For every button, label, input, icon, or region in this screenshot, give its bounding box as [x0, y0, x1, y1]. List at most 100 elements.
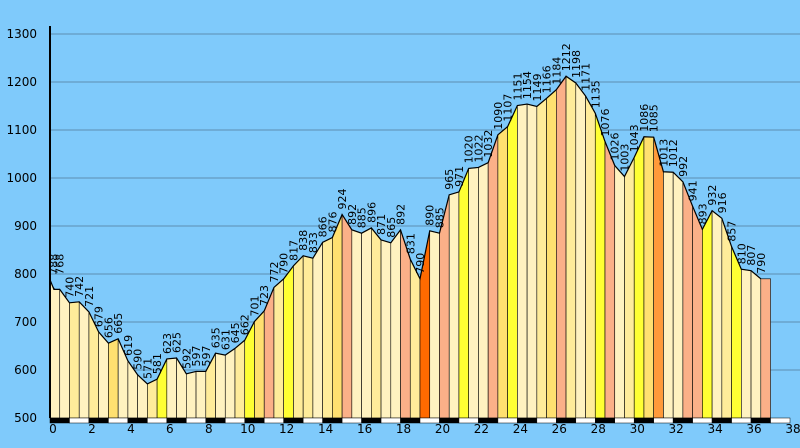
profile-segment: [409, 258, 421, 419]
profile-segment: [49, 279, 61, 419]
data-label: 1151: [511, 73, 524, 101]
profile-segment: [663, 171, 674, 419]
data-labels: 7687887407427216796566656195905715816236…: [48, 43, 768, 379]
profile-segment: [371, 227, 382, 419]
profile-segment: [293, 255, 304, 419]
data-label: 788: [48, 254, 61, 275]
data-label: 656: [102, 317, 115, 338]
data-label: 831: [404, 233, 417, 254]
profile-segment: [361, 227, 372, 419]
profile-segment: [507, 105, 518, 419]
profile-segment: [224, 347, 236, 419]
data-label: 742: [73, 276, 86, 297]
data-label: 885: [356, 207, 369, 228]
profile-segment: [341, 213, 353, 419]
data-label: 1212: [560, 43, 573, 71]
data-label: 838: [297, 230, 310, 251]
data-label: 896: [365, 202, 378, 223]
data-label: 662: [239, 314, 252, 335]
data-label: 1013: [657, 139, 670, 167]
profile-segment: [302, 255, 314, 419]
y-tick-label: 1200: [6, 75, 37, 89]
data-label: 892: [395, 204, 408, 225]
data-label: 871: [375, 214, 388, 235]
data-label: 597: [200, 345, 213, 366]
data-label: 768: [54, 254, 67, 275]
data-label: 1198: [570, 50, 583, 78]
data-label: 1020: [463, 135, 476, 163]
profile-segment: [108, 338, 119, 419]
x-tick-label: 22: [474, 422, 489, 436]
data-label: 857: [726, 221, 739, 242]
profile-segment: [147, 378, 158, 419]
y-tick-label: 700: [14, 315, 37, 329]
profile-segment: [429, 230, 440, 419]
data-label: 645: [229, 322, 242, 343]
data-label: 965: [443, 169, 456, 190]
profile-segment: [653, 137, 664, 419]
y-tick-label: 500: [14, 411, 37, 425]
data-label: 1022: [472, 134, 485, 162]
profile-segment: [672, 171, 684, 419]
profile-segment: [633, 136, 645, 419]
data-label: 625: [171, 332, 184, 353]
data-label: 892: [346, 204, 359, 225]
distance-scale-block: [186, 417, 207, 424]
y-axis-ticks: 500 600 700 800 900 1000 1100 1200 1300: [6, 27, 37, 425]
profile-segment: [536, 97, 547, 419]
profile-segment: [351, 229, 362, 419]
y-tick-label: 1100: [6, 123, 37, 137]
profile-segment: [98, 331, 109, 419]
profile-segment: [721, 218, 732, 419]
x-tick-label: 38: [785, 422, 800, 436]
profile-segment: [390, 228, 401, 419]
y-tick-label: 600: [14, 363, 37, 377]
data-label: 1149: [531, 73, 544, 101]
profile-segment: [78, 301, 90, 419]
data-label: 1184: [550, 57, 563, 85]
data-label: 790: [278, 253, 291, 274]
profile-segment: [604, 141, 616, 419]
x-axis-ticks: 0 2 4 6 8 10 12 14 16 18 20 22 24 26 28 30 32 34 36 38: [49, 422, 800, 436]
data-label: 1166: [541, 65, 554, 93]
profile-segment: [448, 191, 460, 419]
profile-segment: [332, 214, 343, 419]
data-label: 1032: [482, 130, 495, 158]
y-tick-label: 1000: [6, 171, 37, 185]
x-tick-label: 32: [669, 422, 684, 436]
profile-segment: [400, 229, 411, 419]
x-tick-label: 0: [49, 422, 57, 436]
data-label: 924: [336, 188, 349, 209]
data-label: 876: [326, 212, 339, 233]
profile-segment: [517, 103, 528, 419]
y-tick-label: 900: [14, 219, 37, 233]
data-label: 623: [161, 333, 174, 354]
data-label: 1026: [609, 133, 622, 161]
profile-segment: [234, 339, 246, 419]
profile-segment: [692, 206, 703, 419]
data-label: 1043: [628, 124, 641, 152]
profile-outline: [49, 75, 762, 385]
data-label: 590: [132, 349, 145, 370]
profile-segment: [487, 134, 499, 419]
data-label: 807: [745, 245, 758, 266]
data-label: 701: [248, 296, 261, 317]
profile-segment: [59, 288, 70, 419]
data-label: 1003: [618, 144, 631, 172]
data-label: 992: [677, 156, 690, 177]
data-label: 679: [93, 306, 106, 327]
x-tick-label: 20: [435, 422, 450, 436]
data-label: 635: [210, 327, 223, 348]
profile-segment: [166, 357, 177, 419]
data-label: 1107: [502, 94, 515, 122]
x-tick-label: 12: [279, 422, 294, 436]
profile-segment: [69, 301, 80, 419]
x-tick-label: 30: [630, 422, 645, 436]
x-tick-label: 14: [318, 422, 333, 436]
profile-segment: [458, 168, 469, 419]
x-tick-label: 36: [746, 422, 761, 436]
profile-segment: [750, 269, 762, 419]
x-tick-label: 4: [127, 422, 135, 436]
data-label: 790: [755, 253, 768, 274]
